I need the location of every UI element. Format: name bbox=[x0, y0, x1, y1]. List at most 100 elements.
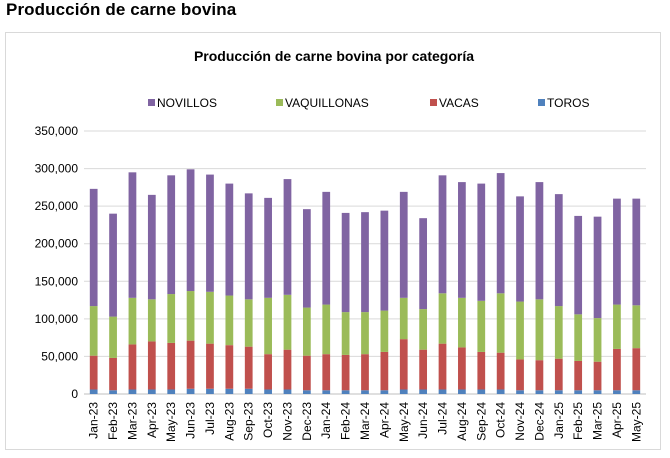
bar-segment-vacas bbox=[380, 351, 389, 391]
bar-segment-vacas bbox=[89, 355, 98, 390]
x-tick-label: Dec-24 bbox=[532, 402, 546, 441]
bar-segment-vacas bbox=[109, 357, 117, 391]
bar-segment-toros bbox=[264, 389, 272, 394]
bar-segment-vacas bbox=[613, 348, 621, 391]
x-tick-label: Jun-23 bbox=[184, 402, 198, 439]
bar-segment-vaquillonas bbox=[341, 312, 350, 355]
x-tick-label: Oct-24 bbox=[494, 402, 508, 438]
legend-label-novillos: NOVILLOS bbox=[157, 96, 217, 110]
x-tick-label: Aug-23 bbox=[222, 402, 236, 441]
legend-swatch-toros bbox=[538, 99, 545, 106]
y-tick-label: 350,000 bbox=[35, 124, 79, 138]
bar-segment-novillos bbox=[361, 212, 369, 313]
bar-segment-toros bbox=[593, 390, 602, 394]
bar-segment-novillos bbox=[380, 210, 389, 311]
bar-segment-novillos bbox=[147, 194, 156, 300]
y-tick-label: 100,000 bbox=[35, 312, 79, 326]
bar-segment-novillos bbox=[167, 175, 176, 295]
bar-segment-novillos bbox=[186, 169, 195, 292]
bar-segment-novillos bbox=[244, 193, 253, 300]
bar-segment-vaquillonas bbox=[225, 295, 234, 346]
x-tick-label: Apr-24 bbox=[377, 402, 391, 438]
bar-segment-toros bbox=[109, 390, 117, 394]
bar-segment-vaquillonas bbox=[419, 309, 428, 350]
bar-segment-novillos bbox=[399, 191, 408, 298]
bar-segment-vaquillonas bbox=[399, 297, 408, 340]
bar-segment-vaquillonas bbox=[167, 294, 176, 343]
bar-segment-toros bbox=[496, 389, 505, 394]
bar-segment-vaquillonas bbox=[322, 304, 331, 355]
page-heading: Producción de carne bovina bbox=[6, 0, 237, 19]
bar-segment-toros bbox=[147, 389, 156, 394]
bar-segment-toros bbox=[89, 389, 98, 394]
bar-segment-novillos bbox=[341, 212, 350, 313]
bar-segment-novillos bbox=[438, 175, 447, 294]
bar-segment-toros bbox=[361, 390, 369, 394]
bar-segment-vacas bbox=[399, 339, 408, 390]
bar-segment-vaquillonas bbox=[554, 306, 563, 359]
bar-segment-novillos bbox=[264, 197, 272, 298]
bar-segment-vaquillonas bbox=[264, 297, 272, 355]
x-tick-label: Apr-25 bbox=[610, 402, 624, 438]
bar-segment-vaquillonas bbox=[302, 307, 311, 356]
bar-segment-toros bbox=[225, 388, 234, 394]
bar-segment-novillos bbox=[496, 173, 505, 294]
bar-segment-vaquillonas bbox=[244, 299, 253, 347]
x-tick-label: Aug-24 bbox=[455, 402, 469, 441]
bar-segment-vacas bbox=[341, 354, 350, 391]
bar-segment-toros bbox=[438, 389, 447, 394]
bar-segment-vaquillonas bbox=[535, 299, 544, 361]
bar-segment-novillos bbox=[109, 213, 117, 317]
bar-segment-toros bbox=[341, 390, 350, 394]
bar-segment-novillos bbox=[574, 215, 583, 315]
stacked-bar-chart: Producción de carne bovina por categoría… bbox=[35, 48, 646, 442]
bar-segment-toros bbox=[244, 388, 253, 394]
bar-segment-novillos bbox=[477, 183, 486, 301]
bar-segment-vaquillonas bbox=[147, 299, 156, 342]
x-tick-label: Jan-24 bbox=[319, 402, 333, 439]
legend-label-toros: TOROS bbox=[547, 96, 589, 110]
bar-segment-vaquillonas bbox=[89, 306, 98, 356]
bar-segment-novillos bbox=[613, 198, 621, 305]
x-tick-label: Feb-25 bbox=[571, 402, 585, 440]
bar-segment-toros bbox=[128, 389, 137, 394]
bar-segment-toros bbox=[535, 390, 544, 394]
bar-segment-vacas bbox=[322, 354, 331, 391]
bar-segment-vacas bbox=[167, 342, 176, 390]
x-tick-label: Dec-23 bbox=[300, 402, 314, 441]
bar-segment-toros bbox=[283, 389, 292, 394]
bar-segment-novillos bbox=[322, 191, 331, 305]
y-tick-label: 250,000 bbox=[35, 199, 79, 213]
bar-segment-vaquillonas bbox=[613, 304, 621, 349]
bar-segment-toros bbox=[302, 390, 311, 394]
bar-segment-vacas bbox=[632, 348, 641, 391]
bar-segment-toros bbox=[516, 390, 524, 394]
x-tick-label: Jan-23 bbox=[87, 402, 101, 439]
x-tick-label: Jan-25 bbox=[552, 402, 566, 439]
y-tick-label: 300,000 bbox=[35, 162, 79, 176]
x-tick-label: Mar-23 bbox=[125, 402, 139, 440]
x-tick-label: Feb-23 bbox=[106, 402, 120, 440]
bar-segment-novillos bbox=[283, 179, 292, 295]
legend-swatch-vaquillonas bbox=[276, 99, 283, 106]
bar-segment-vaquillonas bbox=[283, 294, 292, 350]
bar-segment-novillos bbox=[554, 194, 563, 307]
bar-segment-vacas bbox=[438, 343, 447, 390]
bar-segment-novillos bbox=[302, 209, 311, 308]
x-tick-label: Sep-23 bbox=[242, 402, 256, 441]
bar-segment-vacas bbox=[302, 355, 311, 391]
bar-segment-vaquillonas bbox=[438, 293, 447, 344]
bar-segment-toros bbox=[167, 389, 176, 394]
x-tick-label: Mar-25 bbox=[591, 402, 605, 440]
chart-frame: Producción de carne bovina por categoría… bbox=[5, 32, 661, 450]
bar-segment-toros bbox=[322, 390, 331, 394]
x-tick-label: Oct-23 bbox=[261, 402, 275, 438]
bar-segment-novillos bbox=[206, 174, 214, 292]
y-tick-label: 0 bbox=[71, 387, 78, 401]
legend-label-vaquillonas: VAQUILLONAS bbox=[285, 96, 369, 110]
bar-segment-toros bbox=[380, 390, 389, 394]
x-tick-label: Mar-24 bbox=[358, 402, 372, 440]
bar-segment-toros bbox=[613, 390, 621, 394]
bar-segment-novillos bbox=[516, 196, 524, 302]
bar-segment-novillos bbox=[89, 188, 98, 307]
